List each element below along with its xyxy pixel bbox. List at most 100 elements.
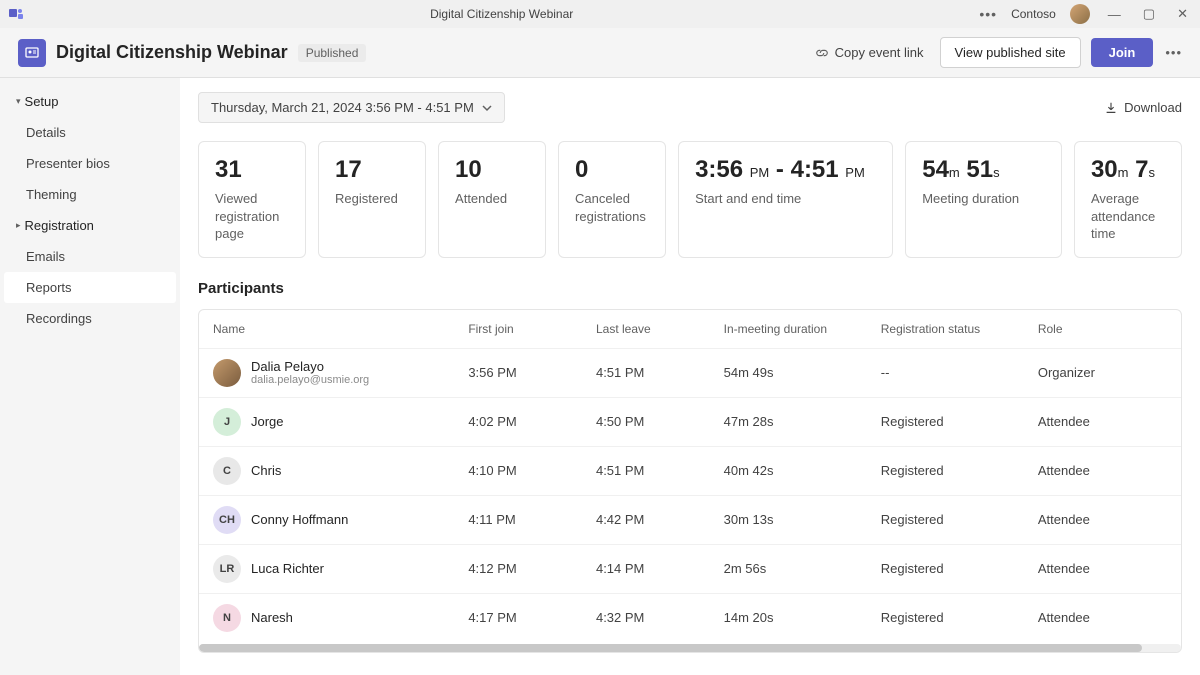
caret-icon: ▾ — [16, 96, 21, 107]
horizontal-scrollbar[interactable] — [199, 644, 1181, 652]
metric-label: Average attendance time — [1091, 190, 1165, 243]
window-close-button[interactable]: ✕ — [1173, 6, 1192, 22]
column-header[interactable]: Name — [199, 310, 454, 349]
role: Organizer — [1024, 348, 1181, 397]
first-join: 4:17 PM — [454, 593, 582, 642]
table-row[interactable]: Dalia Pelayodalia.pelayo@usmie.org 3:56 P… — [199, 348, 1181, 397]
participant-name: Naresh — [251, 610, 293, 625]
join-button[interactable]: Join — [1091, 38, 1154, 67]
window-title: Digital Citizenship Webinar — [24, 7, 979, 21]
caret-icon: ▸ — [16, 220, 21, 231]
role: Attendee — [1024, 446, 1181, 495]
avatar: N — [213, 604, 241, 632]
window-maximize-button[interactable]: ▢ — [1139, 6, 1159, 22]
webinar-icon — [18, 39, 46, 67]
toolbar-more-button[interactable]: ••• — [1165, 45, 1182, 60]
download-icon — [1104, 101, 1118, 115]
table-row[interactable]: CHConny Hoffmann4:11 PM4:42 PM30m 13sReg… — [199, 495, 1181, 544]
sidebar-item-details[interactable]: Details — [4, 117, 176, 148]
metric-value: 17 — [335, 156, 409, 184]
sidebar-item-reports[interactable]: Reports — [4, 272, 176, 303]
table-row[interactable]: JJorge4:02 PM4:50 PM47m 28sRegisteredAtt… — [199, 397, 1181, 446]
event-toolbar: Digital Citizenship Webinar Published Co… — [0, 28, 1200, 78]
registration-status: Registered — [867, 446, 1024, 495]
metric-value: 31 — [215, 156, 289, 184]
first-join: 4:02 PM — [454, 397, 582, 446]
org-name: Contoso — [1011, 7, 1056, 21]
table-row[interactable]: N Naresh 4:17 PM4:32 PM14m 20sRegisteredAt… — [199, 593, 1181, 642]
role: Attendee — [1024, 495, 1181, 544]
in-meeting-duration: 40m 42s — [710, 446, 867, 495]
column-header[interactable]: Last leave — [582, 310, 710, 349]
metric-card: 0 Canceled registrations — [558, 141, 666, 258]
avatar — [213, 359, 241, 387]
first-join: 4:10 PM — [454, 446, 582, 495]
participant-name: Dalia Pelayo — [251, 359, 369, 374]
metrics-cards: 31Viewed registration page17Registered10… — [198, 141, 1182, 258]
participants-table: NameFirst joinLast leaveIn-meeting durat… — [198, 309, 1182, 653]
window-titlebar: Digital Citizenship Webinar ••• Contoso … — [0, 0, 1200, 28]
column-header[interactable]: In-meeting duration — [710, 310, 867, 349]
sidebar-item-emails[interactable]: Emails — [4, 241, 176, 272]
sidebar-group-setup[interactable]: ▾Setup — [4, 86, 176, 117]
metric-card: 54m 51sMeeting duration — [905, 141, 1062, 258]
role: Attendee — [1024, 397, 1181, 446]
last-leave: 4:32 PM — [582, 593, 710, 642]
sidebar-item-recordings[interactable]: Recordings — [4, 303, 176, 334]
in-meeting-duration: 14m 20s — [710, 593, 867, 642]
window-minimize-button[interactable]: ― — [1104, 7, 1125, 22]
sidebar-nav: ▾SetupDetailsPresenter biosTheming▸Regis… — [0, 78, 180, 675]
role: Attendee — [1024, 593, 1181, 642]
last-leave: 4:51 PM — [582, 348, 710, 397]
registration-status: -- — [867, 348, 1024, 397]
status-badge: Published — [298, 44, 367, 62]
in-meeting-duration: 30m 13s — [710, 495, 867, 544]
sidebar-item-presenter-bios[interactable]: Presenter bios — [4, 148, 176, 179]
table-row[interactable]: CChris4:10 PM4:51 PM40m 42sRegisteredAtt… — [199, 446, 1181, 495]
participants-heading: Participants — [198, 280, 1182, 297]
date-range-picker[interactable]: Thursday, March 21, 2024 3:56 PM - 4:51 … — [198, 92, 505, 123]
column-header[interactable]: Role — [1024, 310, 1181, 349]
metric-label: Attended — [455, 190, 529, 208]
main-content: Thursday, March 21, 2024 3:56 PM - 4:51 … — [180, 78, 1200, 675]
metric-card: 3:56 PM - 4:51 PMStart and end time — [678, 141, 893, 258]
teams-app-icon — [8, 6, 24, 22]
participant-name: Luca Richter — [251, 561, 324, 576]
registration-status: Registered — [867, 544, 1024, 593]
in-meeting-duration: 54m 49s — [710, 348, 867, 397]
copy-event-link-button[interactable]: Copy event link — [815, 45, 924, 60]
first-join: 3:56 PM — [454, 348, 582, 397]
metric-value: 10 — [455, 156, 529, 184]
metric-card: 10 Attended — [438, 141, 546, 258]
role: Attendee — [1024, 544, 1181, 593]
avatar: CH — [213, 506, 241, 534]
last-leave: 4:51 PM — [582, 446, 710, 495]
metric-label: Viewed registration page — [215, 190, 289, 243]
registration-status: Registered — [867, 593, 1024, 642]
view-published-site-button[interactable]: View published site — [940, 37, 1081, 68]
titlebar-more-icon[interactable]: ••• — [979, 6, 997, 22]
metric-label: Canceled registrations — [575, 190, 649, 225]
in-meeting-duration: 47m 28s — [710, 397, 867, 446]
metric-label: Start and end time — [695, 190, 876, 208]
participant-name: Jorge — [251, 414, 284, 429]
metric-value: 0 — [575, 156, 649, 184]
registration-status: Registered — [867, 397, 1024, 446]
metric-label: Meeting duration — [922, 190, 1045, 208]
participant-name: Conny Hoffmann — [251, 512, 348, 527]
avatar: J — [213, 408, 241, 436]
last-leave: 4:14 PM — [582, 544, 710, 593]
sidebar-group-registration[interactable]: ▸Registration — [4, 210, 176, 241]
participant-email: dalia.pelayo@usmie.org — [251, 374, 369, 386]
download-button[interactable]: Download — [1104, 100, 1182, 115]
column-header[interactable]: First join — [454, 310, 582, 349]
user-avatar[interactable] — [1070, 4, 1090, 24]
column-header[interactable]: Registration status — [867, 310, 1024, 349]
metric-card: 30m 7sAverage attendance time — [1074, 141, 1182, 258]
table-row[interactable]: LRLuca Richter4:12 PM4:14 PM2m 56sRegist… — [199, 544, 1181, 593]
registration-status: Registered — [867, 495, 1024, 544]
sidebar-item-theming[interactable]: Theming — [4, 179, 176, 210]
last-leave: 4:42 PM — [582, 495, 710, 544]
first-join: 4:12 PM — [454, 544, 582, 593]
chevron-down-icon — [482, 103, 492, 113]
